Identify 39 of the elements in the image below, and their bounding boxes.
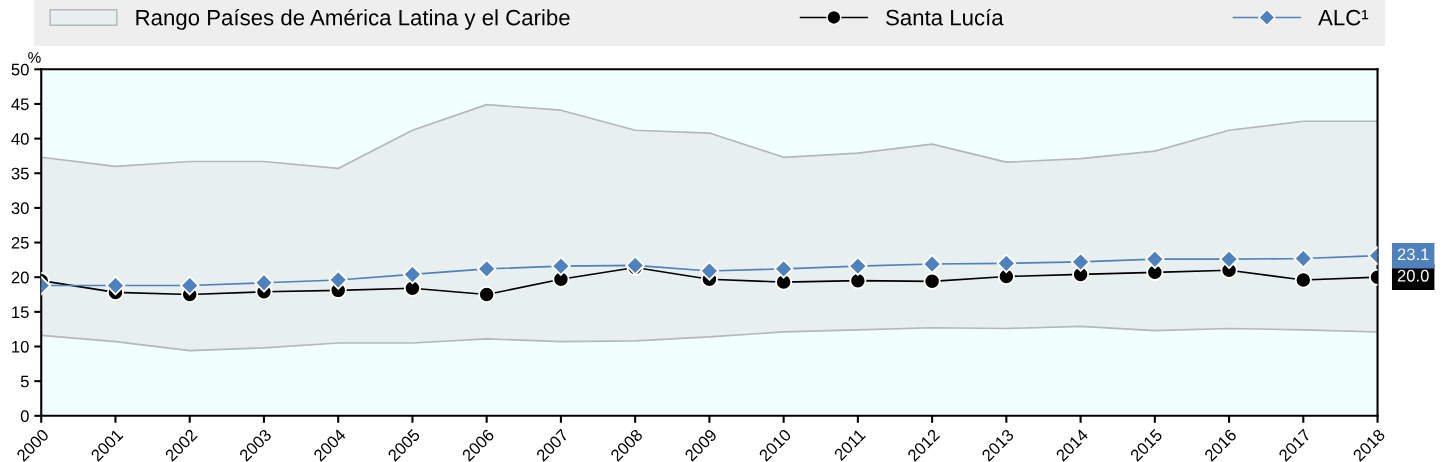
y-tick-label: 20 [11,271,29,284]
y-tick-label: 40 [11,133,29,145]
point [551,256,571,276]
y-tick-label: 45 [11,98,29,111]
point [922,254,942,274]
point [773,259,794,279]
y-tick-label: 15 [12,306,29,319]
legend-label: ALC¹ [1318,9,1369,26]
point [1219,249,1239,269]
point [848,256,868,276]
point [1293,248,1314,269]
data-label: 23.1 [1397,248,1429,261]
data-label: 20.0 [1397,269,1429,282]
point [105,275,126,296]
legend-label: Rango Países de América Latina y el Caribe [136,8,570,30]
point [1145,249,1165,269]
point [403,279,421,297]
y-tick-label: 30 [11,202,29,215]
point [179,275,200,296]
y-tick-label: 0 [20,410,29,422]
point [254,273,274,293]
point [849,272,867,290]
legend-label: Santa Lucía [886,8,1004,26]
point [699,261,720,281]
point [996,253,1017,274]
y-tick-label: 10 [12,340,29,353]
point [402,264,423,285]
point [476,259,497,279]
y-tick-label: 25 [11,236,29,249]
y-tick-label: 35 [11,167,29,180]
point [923,272,941,290]
y-tick-label: 5 [20,375,29,388]
point [1070,252,1091,272]
y-tick-label: 50 [11,63,29,76]
point [478,285,496,304]
point [1294,271,1312,289]
line-series [41,325,1378,352]
y-axis-title: % [28,52,41,63]
point [328,270,348,290]
